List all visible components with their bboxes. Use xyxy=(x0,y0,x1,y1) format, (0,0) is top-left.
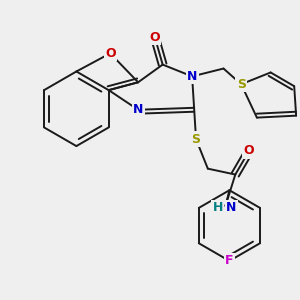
Text: H: H xyxy=(212,201,223,214)
Text: O: O xyxy=(105,47,116,60)
Text: S: S xyxy=(237,78,246,91)
Text: O: O xyxy=(244,145,254,158)
Text: N: N xyxy=(187,70,197,83)
Text: S: S xyxy=(191,133,200,146)
Text: N: N xyxy=(133,103,143,116)
Text: F: F xyxy=(225,254,234,267)
Text: O: O xyxy=(149,31,160,44)
Text: N: N xyxy=(226,201,237,214)
